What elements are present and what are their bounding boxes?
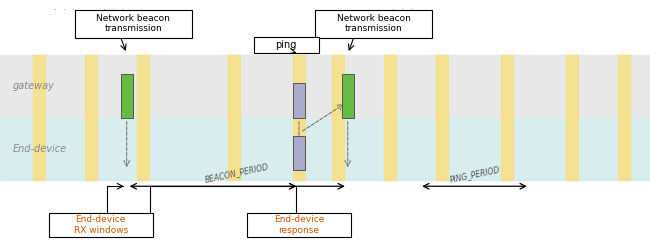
Bar: [436, 55, 448, 180]
Bar: [121, 74, 133, 118]
Bar: [293, 136, 305, 170]
Bar: [228, 55, 240, 180]
Text: ·  ·  ·: · · ·: [54, 5, 76, 15]
FancyBboxPatch shape: [49, 213, 153, 237]
Bar: [618, 55, 630, 180]
Bar: [0, 118, 650, 180]
Bar: [85, 55, 97, 180]
FancyBboxPatch shape: [75, 10, 192, 38]
Text: gateway: gateway: [13, 81, 55, 91]
FancyBboxPatch shape: [315, 10, 432, 38]
Bar: [342, 74, 354, 118]
Bar: [293, 83, 305, 117]
Bar: [384, 55, 396, 180]
Text: PING_PERIOD: PING_PERIOD: [448, 164, 500, 184]
FancyBboxPatch shape: [254, 37, 318, 53]
Text: Network beacon
transmission: Network beacon transmission: [337, 14, 411, 34]
FancyBboxPatch shape: [247, 213, 351, 237]
Bar: [501, 55, 513, 180]
Text: End-device
RX windows: End-device RX windows: [73, 215, 128, 235]
Text: BEACON_PERIOD: BEACON_PERIOD: [204, 162, 270, 184]
Text: Network beacon
transmission: Network beacon transmission: [96, 14, 170, 34]
Text: ·  ·  ·: · · ·: [392, 5, 414, 15]
Bar: [332, 55, 344, 180]
Bar: [33, 55, 45, 180]
Text: End-device
response: End-device response: [274, 215, 324, 235]
Text: End-device: End-device: [13, 144, 67, 154]
Bar: [566, 55, 578, 180]
Text: ping: ping: [276, 40, 296, 50]
Bar: [0, 55, 650, 118]
Text: ·  ·  ·: · · ·: [103, 5, 125, 15]
Bar: [293, 55, 305, 180]
Bar: [137, 55, 149, 180]
